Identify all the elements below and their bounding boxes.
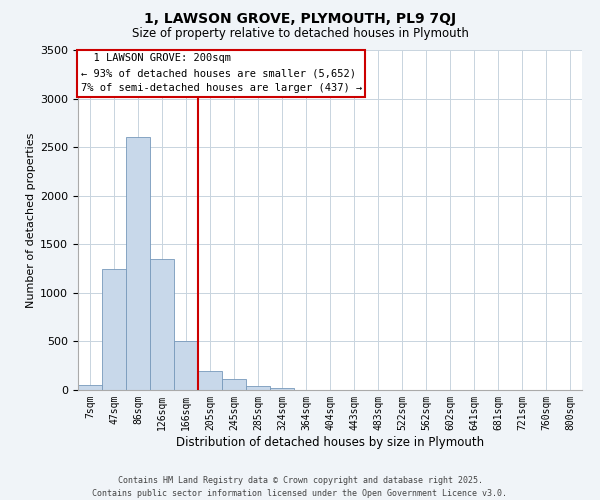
Text: Contains HM Land Registry data © Crown copyright and database right 2025.
Contai: Contains HM Land Registry data © Crown c… [92,476,508,498]
Bar [78,385,102,390]
Text: 1 LAWSON GROVE: 200sqm
← 93% of detached houses are smaller (5,652)
7% of semi-d: 1 LAWSON GROVE: 200sqm ← 93% of detached… [80,54,362,93]
Text: 1, LAWSON GROVE, PLYMOUTH, PL9 7QJ: 1, LAWSON GROVE, PLYMOUTH, PL9 7QJ [144,12,456,26]
Bar [246,386,270,390]
Bar [270,388,294,390]
Text: Size of property relative to detached houses in Plymouth: Size of property relative to detached ho… [131,28,469,40]
Bar [198,370,222,390]
Bar [102,268,126,390]
Bar [174,342,198,390]
Bar [126,138,150,390]
Bar [222,380,246,390]
X-axis label: Distribution of detached houses by size in Plymouth: Distribution of detached houses by size … [176,436,484,448]
Y-axis label: Number of detached properties: Number of detached properties [26,132,36,308]
Bar [150,259,174,390]
